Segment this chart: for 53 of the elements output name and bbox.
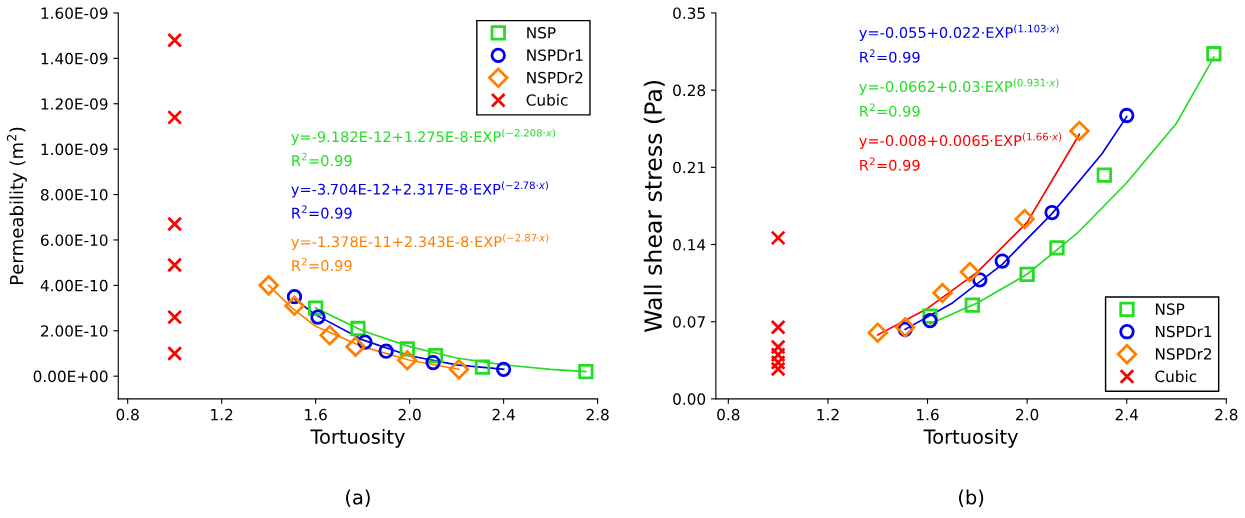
y-tick-label: 0.21 bbox=[673, 161, 705, 174]
y-tick-label: 0.00E+00 bbox=[33, 370, 108, 383]
x-tick-label: 0.8 bbox=[116, 408, 139, 421]
text: (b) bbox=[959, 489, 984, 507]
annotation: R$^{2}$=0.99 bbox=[292, 205, 352, 219]
annotation: R$^{2}$=0.99 bbox=[860, 157, 920, 171]
annotation: R$^{2}$=0.99 bbox=[860, 49, 920, 63]
y-tick-label: 4.00E-10 bbox=[40, 279, 108, 292]
annotation: R$^{2}$=0.99 bbox=[292, 152, 352, 167]
legend-label: Cubic bbox=[526, 93, 568, 106]
annotation: y=-9.182E-12+1.275E-8·EXP$^{(−2.208·x)}$ bbox=[291, 128, 556, 146]
annotation: y=-1.378E-11+2.343E-8·EXP$^{(−2.87·x)}$ bbox=[291, 233, 549, 251]
legend-label: NSPDr1 bbox=[1155, 325, 1212, 338]
x-tick-label: 2.0 bbox=[398, 408, 421, 421]
annotation: y=-3.704E-12+2.317E-8·EXP$^{(−2.78·x)}$ bbox=[291, 181, 548, 198]
annotation: y=-0.008+0.0065·EXP$^{(1.66·x)}$ bbox=[859, 132, 1062, 149]
y-axis-title: Permeability (m$^{2}$) bbox=[6, 127, 27, 284]
y-axis-title: Wall shear stress (Pa) bbox=[643, 81, 665, 333]
y-tick-label: 1.40E-09 bbox=[41, 52, 108, 65]
x-tick-label: 2.8 bbox=[1215, 408, 1238, 421]
x-tick-label: 1.6 bbox=[917, 408, 939, 421]
y-tick-label: 0.14 bbox=[673, 238, 706, 251]
y-tick-label: 6.00E-10 bbox=[41, 234, 108, 246]
x-tick-label: 2.4 bbox=[492, 408, 515, 421]
y-tick-label: 1.60E-09 bbox=[41, 7, 108, 19]
legend-label: NSPDr2 bbox=[527, 71, 583, 84]
y-tick-label: 0.00 bbox=[673, 393, 706, 405]
annotation: y=-0.0662+0.03·EXP$^{(0.931·x)}$ bbox=[859, 78, 1059, 95]
legend-label: Cubic bbox=[1155, 370, 1197, 383]
y-tick-label: 1.00E-09 bbox=[41, 143, 108, 156]
x-axis-title: Tortuosity bbox=[923, 428, 1019, 448]
x-tick-label: 1.6 bbox=[305, 408, 327, 421]
x-tick-label: 2.8 bbox=[586, 408, 609, 421]
annotation: R$^{2}$=0.99 bbox=[860, 103, 920, 117]
x-tick-label: 1.2 bbox=[817, 408, 839, 421]
x-tick-label: 0.8 bbox=[717, 408, 740, 421]
x-tick-label: 2.0 bbox=[1016, 408, 1039, 421]
legend-label: NSP bbox=[1155, 303, 1185, 315]
annotation: y=-0.055+0.022·EXP$^{(1.103·x)}$ bbox=[859, 24, 1059, 41]
x-axis-title: Tortuosity bbox=[310, 428, 405, 448]
y-tick-label: 0.28 bbox=[673, 84, 706, 97]
legend-label: NSPDr2 bbox=[1155, 348, 1212, 360]
y-tick-label: 0.35 bbox=[673, 7, 705, 19]
x-tick-label: 2.4 bbox=[1115, 408, 1139, 421]
y-tick-label: 8.00E-10 bbox=[40, 189, 108, 201]
y-tick-label: 1.20E-09 bbox=[41, 98, 108, 110]
legend-label: NSPDr1 bbox=[527, 49, 583, 61]
text: (a) bbox=[346, 489, 370, 507]
legend-label: NSP bbox=[527, 26, 556, 39]
x-tick-label: 1.2 bbox=[211, 408, 233, 421]
y-tick-label: 2.00E-10 bbox=[41, 325, 108, 337]
y-tick-label: 0.07 bbox=[673, 316, 705, 328]
annotation: R$^{2}$=0.99 bbox=[292, 257, 352, 272]
